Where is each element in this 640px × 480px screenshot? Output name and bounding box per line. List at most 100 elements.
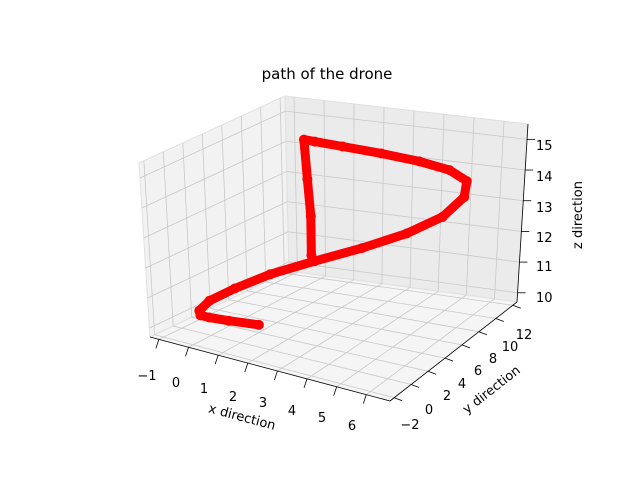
- drone-path-point: [414, 156, 425, 167]
- x-tick-label: −1: [137, 369, 156, 384]
- gridline: [247, 290, 479, 333]
- drone-path-point: [401, 228, 412, 239]
- gridline: [437, 114, 445, 292]
- drone-path-point: [437, 211, 448, 222]
- gridline: [288, 231, 520, 263]
- gridline: [201, 133, 211, 309]
- z-tick-label: 14: [536, 170, 553, 185]
- drone-path-point: [194, 305, 205, 316]
- gridline: [182, 142, 193, 318]
- drone-path-point: [444, 165, 455, 176]
- y-tick-label: 4: [458, 377, 466, 392]
- x-tick-mark: [214, 355, 219, 365]
- y-tick-label: 0: [425, 403, 433, 418]
- drone-path-point: [302, 174, 313, 185]
- gridline: [240, 116, 248, 291]
- z-tick-label: 15: [536, 139, 553, 154]
- gridline: [260, 107, 267, 283]
- gridline: [284, 272, 513, 306]
- gridline: [265, 281, 496, 319]
- gridline: [191, 316, 429, 372]
- drone-path-point: [265, 269, 276, 280]
- y-tick-mark: [427, 370, 437, 375]
- gridline: [293, 97, 298, 273]
- z-axis-line: [516, 123, 529, 303]
- y-tick-label: −2: [400, 418, 419, 433]
- gridline: [210, 308, 446, 359]
- drone-path-series: [194, 134, 472, 330]
- drone-path-point: [223, 315, 234, 326]
- x-tick-label: 1: [200, 382, 208, 397]
- pane-back: [284, 95, 529, 303]
- drone-path-point: [305, 211, 316, 221]
- gridline: [285, 110, 528, 140]
- x-tick-mark: [274, 370, 278, 381]
- gridline: [279, 98, 285, 274]
- z-tick-label: 10: [536, 291, 553, 306]
- x-axis-line: [149, 336, 391, 402]
- x-tick-mark: [155, 339, 160, 349]
- gridline: [381, 107, 385, 284]
- drone-path-point: [309, 136, 320, 147]
- z-tick-label: 11: [536, 260, 553, 275]
- drone-path-point: [376, 148, 387, 159]
- drone-path-point: [461, 176, 472, 187]
- drone-path-point: [298, 134, 309, 145]
- x-tick-label: 0: [172, 376, 180, 391]
- z-tick-label: 13: [536, 201, 553, 216]
- drone-path-point: [459, 192, 470, 202]
- y-tick-mark: [512, 304, 521, 309]
- y-tick-mark: [444, 357, 454, 362]
- gridline: [286, 171, 524, 202]
- y-tick-label: 12: [516, 328, 533, 343]
- x-tick-mark: [362, 394, 367, 404]
- x-tick-label: 5: [318, 411, 326, 426]
- x-tick-mark: [303, 378, 308, 389]
- y-tick-label: 8: [489, 352, 497, 367]
- gridline: [143, 171, 287, 239]
- y-axis-label: y direction: [460, 363, 523, 417]
- x-tick-mark: [333, 386, 338, 396]
- x-tick-mark: [185, 347, 189, 357]
- gridline: [173, 325, 412, 385]
- y-tick-label: 6: [474, 364, 482, 379]
- gridline: [287, 201, 522, 232]
- gridline: [154, 334, 395, 399]
- x-tick-label: 3: [259, 396, 267, 411]
- gridline: [145, 201, 288, 269]
- y-tick-mark: [411, 384, 420, 388]
- tick-marks: [155, 138, 536, 404]
- gridline: [494, 121, 505, 299]
- drone-path-point: [356, 243, 367, 254]
- gridline: [465, 117, 475, 296]
- drone-path-point: [337, 141, 348, 152]
- drone-path-point: [306, 250, 317, 261]
- y-tick-label: 10: [502, 340, 519, 355]
- y-tick-mark: [394, 397, 403, 402]
- drone-path-point: [204, 312, 215, 323]
- gridline: [409, 110, 415, 288]
- z-axis-label: z direction: [571, 181, 586, 249]
- y-tick-label: 2: [443, 389, 451, 404]
- gridline: [141, 140, 287, 209]
- y-tick-mark: [461, 344, 471, 349]
- drone-path-point: [204, 295, 215, 306]
- z-tick-label: 12: [536, 231, 553, 246]
- gridline: [323, 100, 326, 276]
- y-tick-mark: [495, 318, 504, 322]
- gridline: [288, 261, 518, 294]
- chart-title: path of the drone: [262, 65, 393, 83]
- drone-path-point: [253, 319, 264, 330]
- gridline: [147, 231, 289, 299]
- gridline: [228, 299, 463, 346]
- x-tick-label: 6: [348, 419, 356, 434]
- gridline: [221, 125, 230, 300]
- drone-path-point: [229, 283, 240, 294]
- x-tick-label: 4: [288, 404, 296, 419]
- gridline: [139, 110, 286, 179]
- y-tick-mark: [478, 331, 488, 336]
- x-tick-label: 2: [229, 390, 237, 405]
- gridline: [143, 160, 156, 335]
- x-tick-mark: [244, 362, 249, 373]
